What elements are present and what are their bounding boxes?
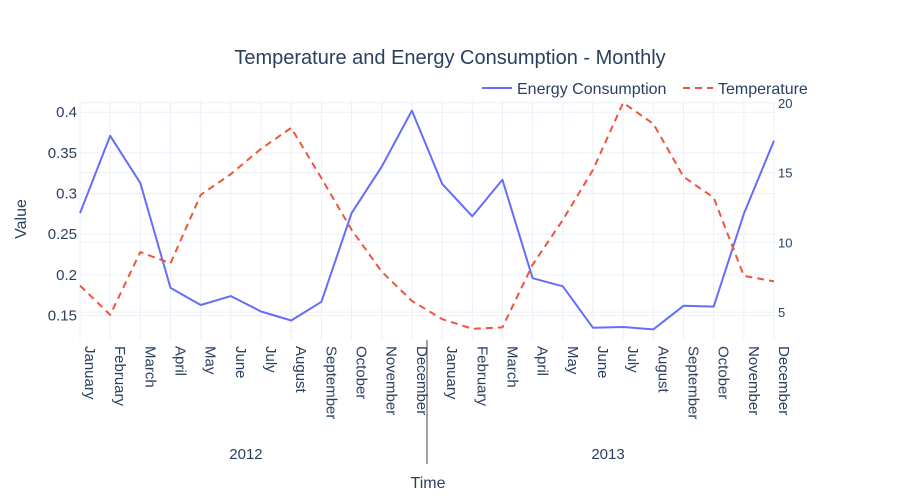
x-tick-label: December xyxy=(413,346,430,415)
y2-tick-label: 5 xyxy=(778,305,785,320)
x-tick-label: February xyxy=(111,346,128,407)
y-tick-label: 0.25 xyxy=(48,226,77,243)
x-tick-label: November xyxy=(745,346,762,415)
y-tick-label: 0.3 xyxy=(56,186,77,203)
axis-layer: 0.15 0.2 0.25 0.3 0.35 0.4 5 10 15 20 January Febru… xyxy=(48,96,792,464)
x-tick-label: October xyxy=(353,346,370,399)
x-tick-label: June xyxy=(232,346,249,379)
y2-tick-label: 15 xyxy=(778,166,792,181)
y-axis-title: Value xyxy=(13,199,30,239)
y-tick-label: 0.15 xyxy=(48,308,77,325)
series-line-energy-consumption xyxy=(79,109,775,331)
chart-title: Temperature and Energy Consumption - Mon… xyxy=(234,47,665,69)
x-tick-label: September xyxy=(322,346,339,419)
x-tick-label: November xyxy=(383,346,400,415)
x-tick-label: January xyxy=(443,346,460,400)
x-tick-label: May xyxy=(564,346,581,375)
x-tick-label: December xyxy=(775,346,792,415)
y-tick-label: 0.2 xyxy=(56,267,77,284)
x-tick-label: July xyxy=(262,346,279,373)
x-tick-label: April xyxy=(172,346,189,376)
legend-label-energy: Energy Consumption xyxy=(517,81,666,98)
x-tick-label: March xyxy=(141,346,158,388)
year-label: 2012 xyxy=(229,446,262,463)
grid-layer xyxy=(79,100,775,340)
x-tick-label: October xyxy=(715,346,732,399)
x-tick-label: May xyxy=(202,346,219,375)
x-axis-title: Time xyxy=(411,475,446,492)
y-tick-label: 0.4 xyxy=(56,104,77,121)
x-tick-label: August xyxy=(654,346,671,394)
year-label: 2013 xyxy=(591,446,624,463)
legend[interactable]: Energy Consumption Temperature xyxy=(482,81,808,98)
series-line-temperature xyxy=(79,101,775,330)
legend-label-temperature: Temperature xyxy=(718,81,808,98)
y-tick-label: 0.35 xyxy=(48,145,77,162)
x-tick-label: March xyxy=(503,346,520,388)
x-tick-label: January xyxy=(81,346,98,400)
y2-tick-label: 10 xyxy=(778,235,792,250)
y2-tick-label: 20 xyxy=(778,96,792,111)
x-tick-label: April xyxy=(534,346,551,376)
x-tick-label: February xyxy=(473,346,490,407)
x-tick-label: August xyxy=(292,346,309,394)
x-tick-label: September xyxy=(684,346,701,419)
series-layer xyxy=(79,101,775,331)
x-tick-label: June xyxy=(594,346,611,379)
x-tick-label: July xyxy=(624,346,641,373)
